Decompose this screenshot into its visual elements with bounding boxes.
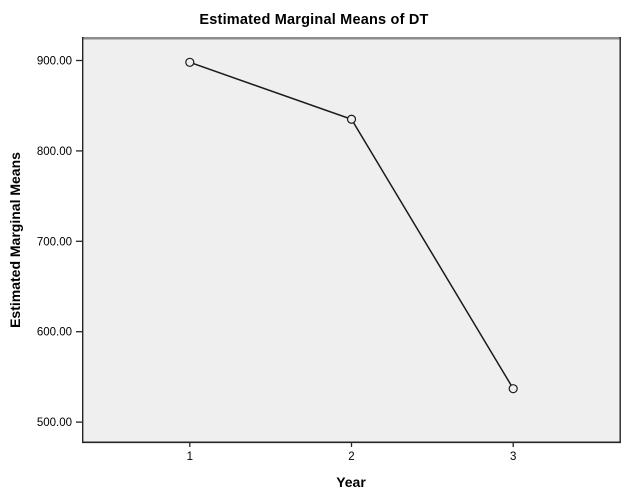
x-axis-title: Year (336, 474, 366, 490)
x-axis-ticks: 1 2 3 (187, 442, 516, 463)
data-point-marker (346, 114, 357, 124)
plot-area (82, 37, 621, 442)
x-tick-label: 2 (348, 451, 354, 463)
y-tick-label: 600.00 (37, 327, 72, 339)
y-tick-label: 900.00 (37, 56, 72, 68)
y-tick-label: 500.00 (37, 417, 72, 429)
x-tick-label: 3 (510, 451, 516, 463)
y-axis-title: Estimated Marginal Means (7, 152, 23, 328)
data-series (185, 57, 518, 394)
data-point-marker (508, 384, 518, 394)
data-point-marker (185, 57, 195, 67)
x-tick-label: 1 (187, 451, 193, 463)
y-tick-label: 800.00 (37, 146, 72, 158)
y-tick-label: 700.00 (37, 236, 72, 248)
chart-title: Estimated Marginal Means of DT (199, 12, 428, 28)
y-axis-ticks: 900.00 800.00 700.00 600.00 500.00 (37, 56, 82, 429)
